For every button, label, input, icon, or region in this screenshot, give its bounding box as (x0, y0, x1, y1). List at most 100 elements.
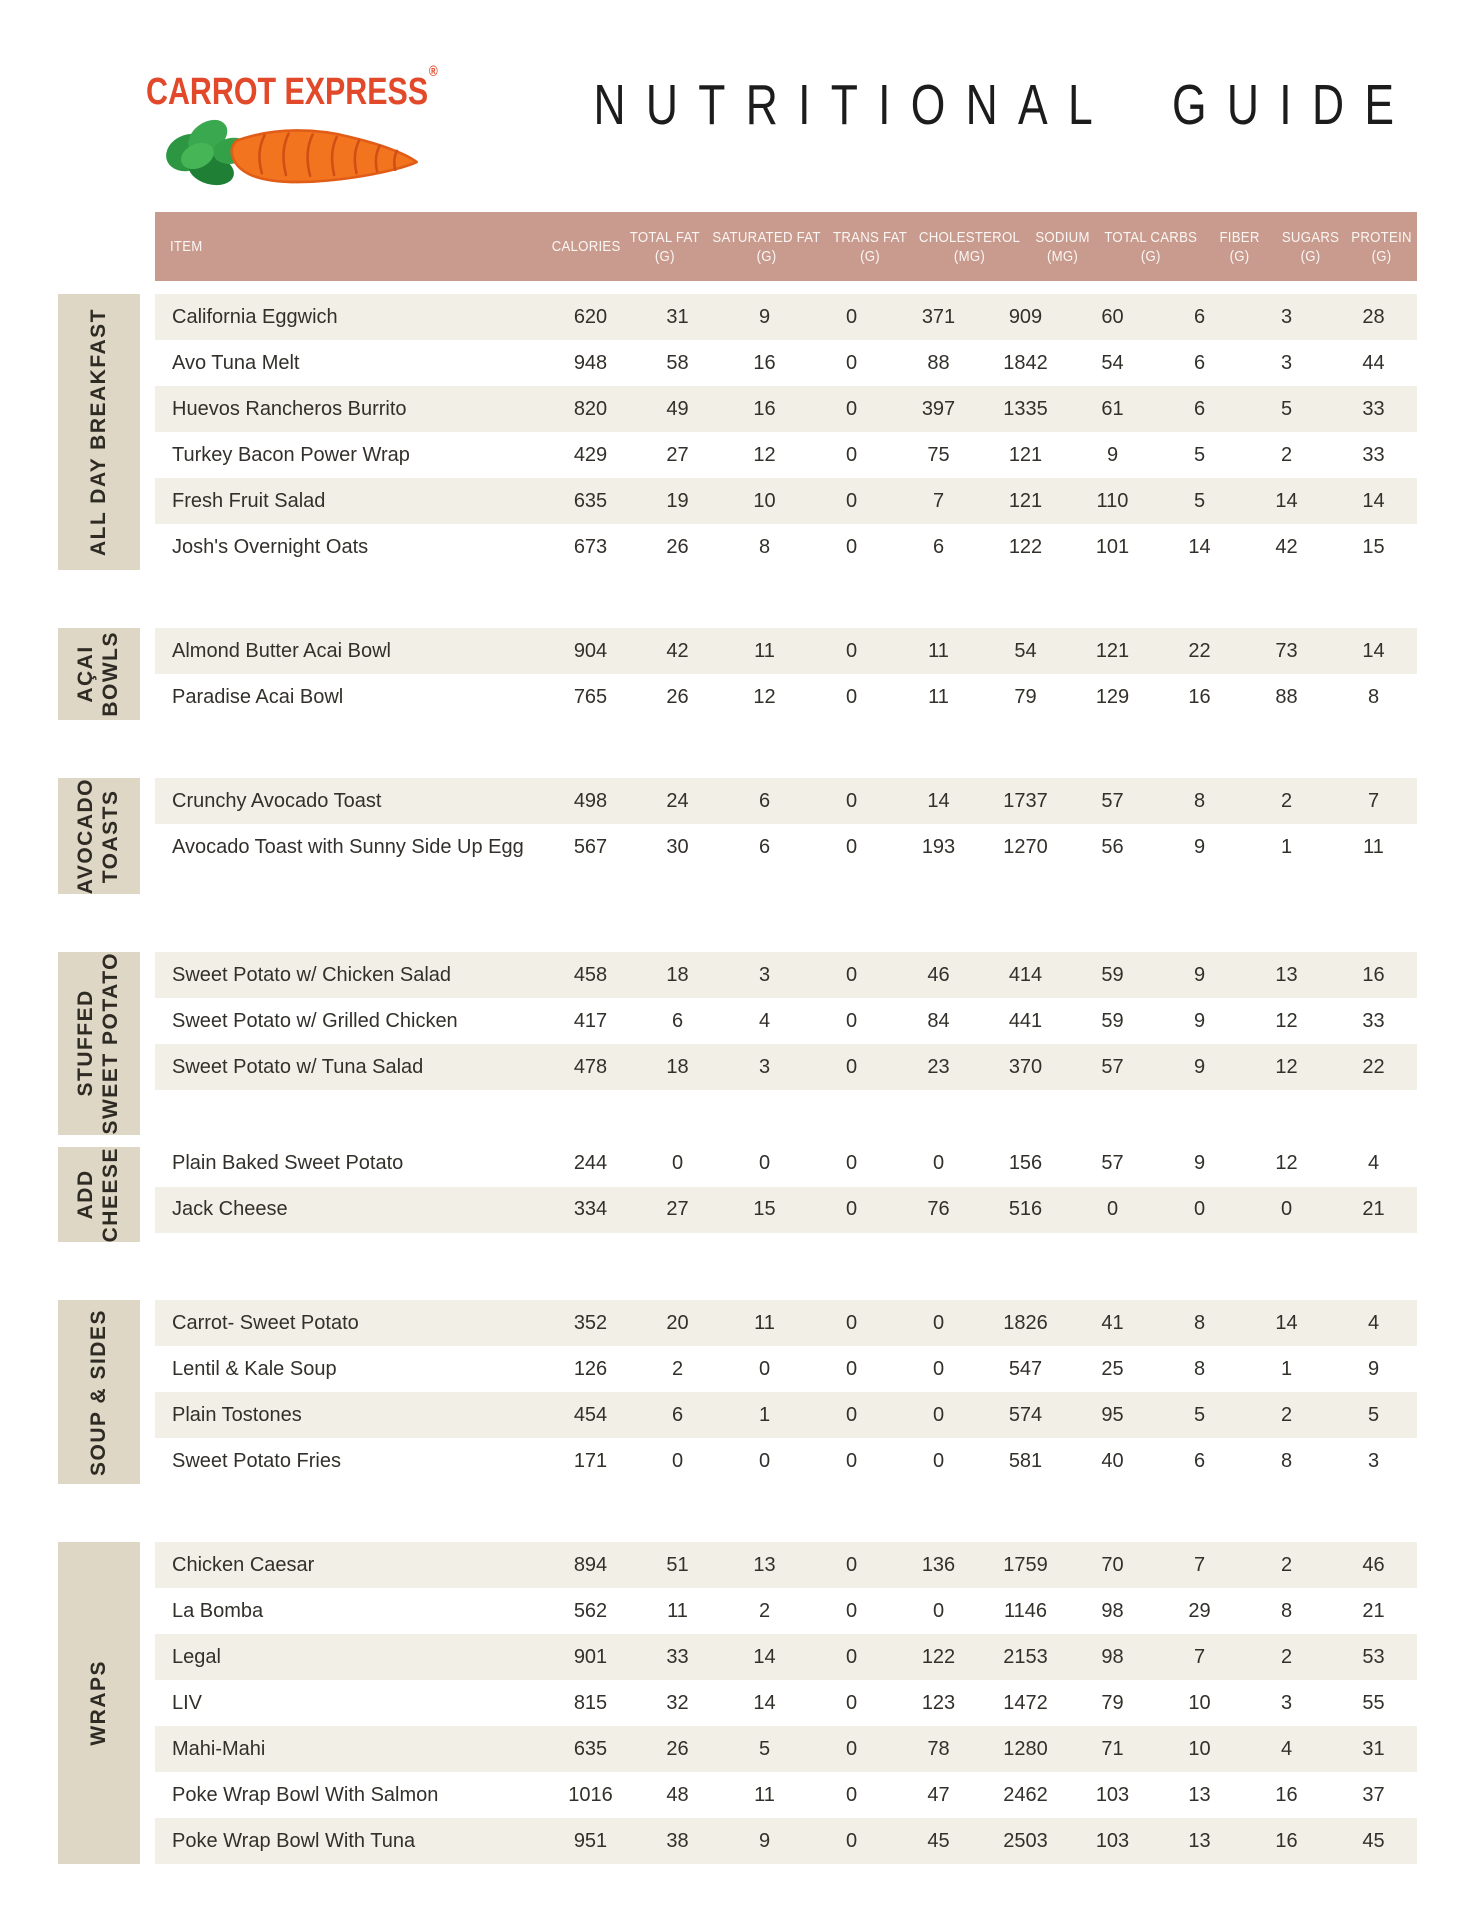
nutrition-value: 47 (927, 1783, 950, 1806)
column-unit: (G) (655, 247, 676, 265)
nutrition-value: 19 (666, 489, 689, 512)
nutrition-value: 9 (1106, 443, 1119, 466)
nutrition-value: 1 (1280, 835, 1293, 858)
nutrition-value: 5 (1193, 443, 1206, 466)
item-name: Paradise Acai Bowl (172, 685, 344, 708)
section-label: AÇAI BOWLS (58, 628, 140, 720)
nutrition-value: 2 (1280, 789, 1293, 812)
nutrition-value: 46 (927, 963, 950, 986)
table-row: Lentil & Kale Soup 126 2 0 0 0 547 25 8 1 9 (155, 1346, 1417, 1392)
nutrition-value: 57 (1101, 789, 1124, 812)
nutrition-value: 88 (927, 351, 950, 374)
nutrition-value: 9 (758, 1829, 771, 1852)
nutrition-value: 9 (1193, 1009, 1206, 1032)
nutrition-value: 76 (927, 1198, 950, 1221)
nutrition-value: 44 (1362, 351, 1385, 374)
page-title: NUTRITIONAL GUIDE (593, 73, 1414, 137)
column-unit: (G) (1141, 247, 1161, 265)
table-row: California Eggwich 620 31 9 0 371 909 60 6 3 28 (155, 294, 1417, 340)
nutrition-value: 22 (1362, 1055, 1385, 1078)
nutrition-value: 0 (845, 1449, 858, 1472)
nutrition-value: 1335 (1003, 397, 1048, 420)
nutrition-value: 12 (753, 443, 776, 466)
nutrition-value: 0 (845, 1055, 858, 1078)
nutrition-value: 103 (1095, 1829, 1130, 1852)
nutrition-value: 904 (573, 639, 608, 662)
nutrition-value: 1759 (1003, 1553, 1048, 1576)
nutrition-value: 24 (666, 789, 689, 812)
nutrition-value: 6 (932, 535, 945, 558)
nutrition-value: 0 (845, 963, 858, 986)
nutrition-value: 620 (573, 305, 608, 328)
nutrition-value: 7 (1193, 1553, 1206, 1576)
nutrition-value: 18 (666, 1055, 689, 1078)
nutrition-value: 5 (1193, 489, 1206, 512)
table-row: Poke Wrap Bowl With Tuna 951 38 9 0 45 2503 103… (155, 1818, 1417, 1865)
item-name: Avo Tuna Melt (172, 351, 300, 374)
nutrition-value: 2153 (1003, 1645, 1048, 1668)
menu-section: STUFFED SWEET POTATO Sweet Potato w/ Chic… (58, 952, 1417, 1141)
brand-logo: CARROT EXPRESS® (146, 64, 456, 199)
nutrition-value: 103 (1095, 1783, 1130, 1806)
nutrition-value: 21 (1362, 1599, 1385, 1622)
item-name: Jack Cheese (172, 1198, 288, 1221)
nutrition-value: 0 (845, 489, 858, 512)
nutrition-value: 0 (845, 639, 858, 662)
item-name: Almond Butter Acai Bowl (172, 639, 391, 662)
nutrition-value: 441 (1008, 1009, 1043, 1032)
nutrition-value: 23 (927, 1055, 950, 1078)
menu-section: WRAPS Chicken Caesar 894 51 13 0 136 1759 70 7 2 46… (58, 1542, 1417, 1865)
nutrition-value: 60 (1101, 305, 1124, 328)
nutrition-value: 6 (1193, 1449, 1206, 1472)
nutrition-value: 8 (1280, 1599, 1293, 1622)
nutrition-value: 0 (932, 1599, 945, 1622)
nutrition-value: 16 (1362, 963, 1385, 986)
nutrition-value: 84 (927, 1009, 950, 1032)
table-row: Avocado Toast with Sunny Side Up Egg 567 3… (155, 824, 1417, 870)
column-label: TOTAL CARBS (1104, 228, 1198, 246)
nutrition-table: ITEM CALORIES TOTAL FAT (G) SATURATED FAT (G)… (58, 212, 1417, 1865)
nutrition-value: 49 (666, 397, 689, 420)
nutrition-value: 12 (1275, 1152, 1298, 1175)
column-label: SATURATED FAT (712, 228, 821, 246)
carrot-logo-icon (166, 119, 418, 186)
item-name: Sweet Potato w/ Chicken Salad (172, 963, 452, 986)
nutrition-value: 547 (1008, 1357, 1043, 1380)
nutrition-value: 57 (1101, 1152, 1124, 1175)
nutrition-value: 13 (1275, 963, 1298, 986)
nutrition-value: 25 (1101, 1357, 1124, 1380)
column-header: SODIUM (MG) (1031, 228, 1094, 266)
section-label-text: ADD CHEESE (74, 1146, 122, 1243)
nutrition-value: 41 (1101, 1311, 1124, 1334)
nutrition-value: 909 (1008, 305, 1043, 328)
brand-name-text: CARROT EXPRESS (146, 71, 429, 113)
nutrition-value: 0 (845, 1198, 858, 1221)
nutrition-value: 1 (1280, 1357, 1293, 1380)
column-unit: (G) (1371, 247, 1392, 265)
nutrition-value: 79 (1014, 685, 1037, 708)
nutrition-value: 9 (758, 305, 771, 328)
column-header: SATURATED FAT (G) (712, 228, 820, 266)
nutrition-value: 98 (1101, 1599, 1124, 1622)
nutrition-value: 0 (845, 685, 858, 708)
nutrition-value: 122 (1008, 535, 1043, 558)
section-label-text: ALL DAY BREAKFAST (86, 308, 110, 556)
table-row: Crunchy Avocado Toast 498 24 6 0 14 1737 57 8 2 7 (155, 778, 1417, 824)
column-header: TOTAL CARBS (G) (1105, 228, 1198, 266)
nutrition-value: 11 (928, 639, 949, 662)
item-name: Carrot- Sweet Potato (172, 1311, 359, 1334)
nutrition-value: 126 (573, 1357, 608, 1380)
nutrition-value: 11 (754, 1783, 775, 1806)
item-name: Poke Wrap Bowl With Tuna (172, 1829, 416, 1852)
nutrition-value: 0 (845, 1645, 858, 1668)
nutrition-value: 0 (758, 1152, 771, 1175)
nutrition-value: 136 (921, 1553, 956, 1576)
nutrition-value: 12 (753, 685, 776, 708)
nutrition-value: 334 (573, 1198, 608, 1221)
nutrition-value: 0 (671, 1449, 684, 1472)
nutrition-value: 58 (666, 351, 689, 374)
item-name: Sweet Potato w/ Grilled Chicken (172, 1009, 458, 1032)
nutrition-value: 0 (845, 1009, 858, 1032)
nutrition-value: 2 (1280, 1645, 1293, 1668)
nutrition-value: 2462 (1003, 1783, 1048, 1806)
